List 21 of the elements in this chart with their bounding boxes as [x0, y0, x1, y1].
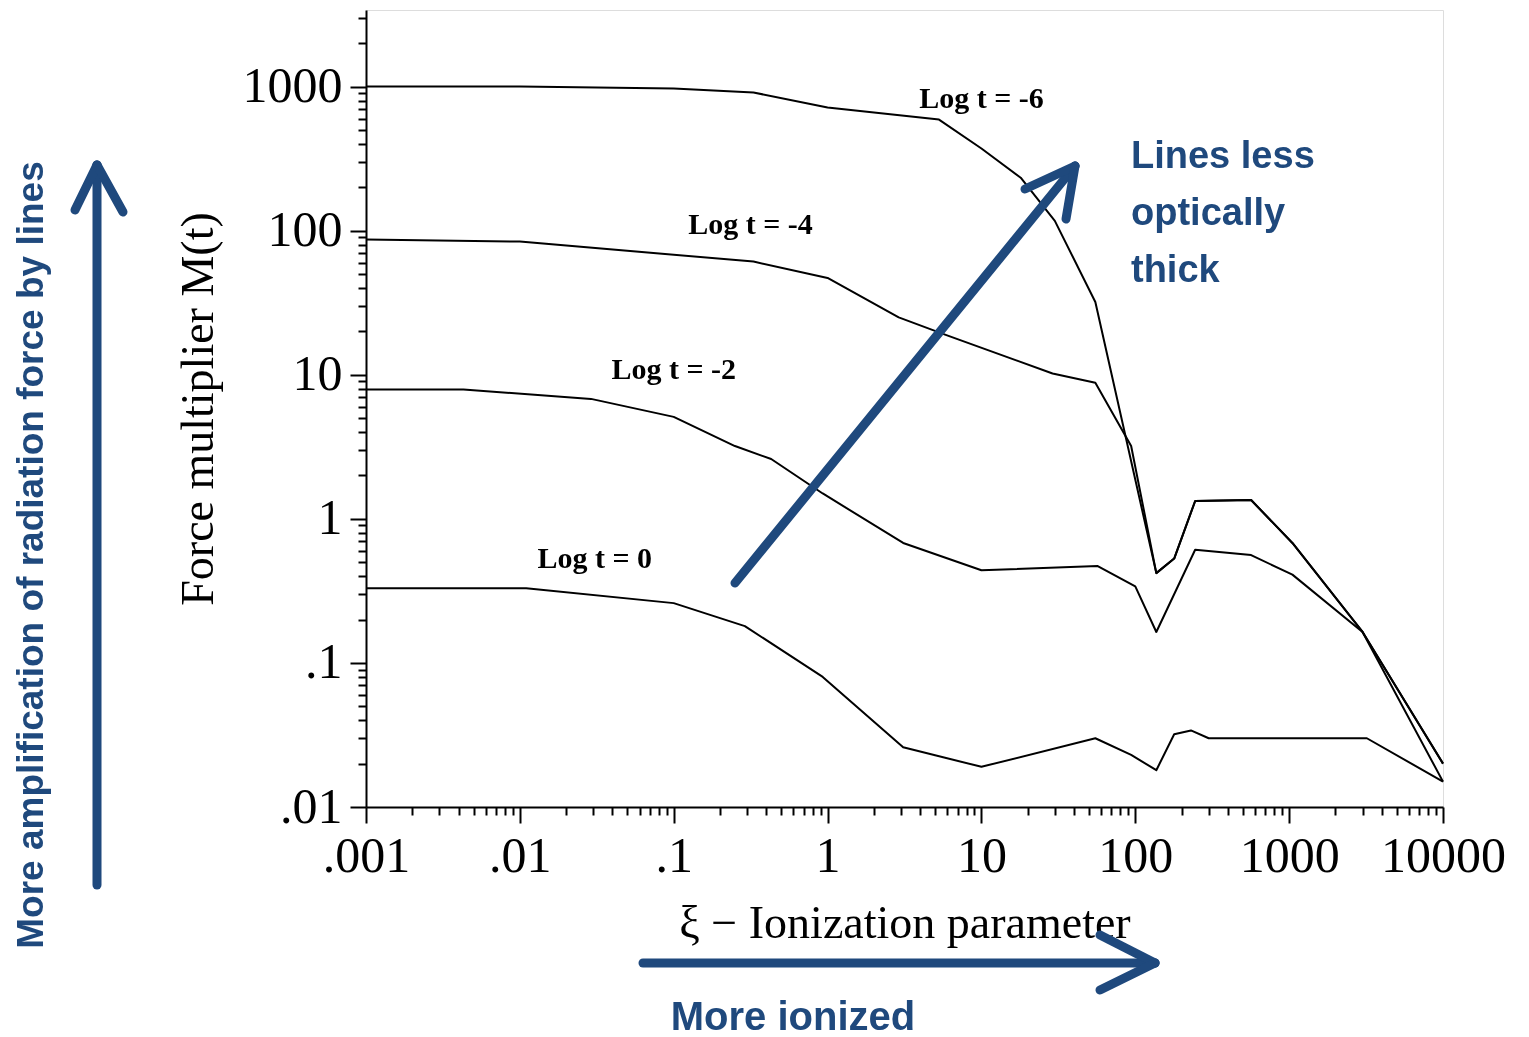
- x-tick-label: .1: [655, 826, 693, 883]
- series-label: Log t = -2: [611, 351, 737, 385]
- x-tick-label: 10: [956, 826, 1007, 883]
- y-axis-title: Force multiplier M(t): [171, 212, 223, 606]
- x-tick-label: 100: [1098, 826, 1174, 883]
- y-tick-label: 1: [317, 489, 343, 546]
- x-tick-label: 10000: [1381, 826, 1506, 883]
- y-tick-label: 100: [267, 201, 343, 258]
- series-label: Log t = 0: [537, 541, 653, 575]
- x-tick-label: 1: [815, 826, 841, 883]
- text: More ionized: [670, 994, 916, 1037]
- y-tick-label: .1: [305, 633, 343, 690]
- x-tick-label: .01: [489, 826, 552, 883]
- y-tick-label: 1000: [242, 57, 343, 114]
- series-label: Log t = -4: [688, 206, 813, 240]
- y-tick-label: 10: [292, 345, 343, 402]
- series-label: Log t = -6: [919, 81, 1044, 115]
- x-axis-title: ξ − Ionization parameter: [679, 896, 1131, 948]
- x-tick-label: 1000: [1239, 826, 1340, 883]
- annotation: Lines less optically thick: [1131, 134, 1315, 290]
- text: More amplification of radiation force by lines: [10, 161, 51, 949]
